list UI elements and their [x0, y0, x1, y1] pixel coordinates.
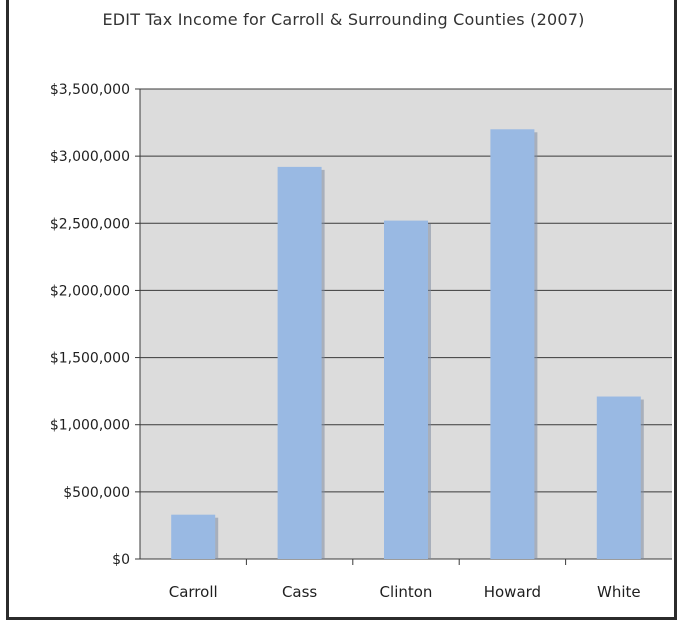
bar-white	[596, 396, 641, 559]
bar-carroll	[171, 514, 216, 559]
x-category-label: Clinton	[380, 583, 433, 601]
y-tick-label: $0	[112, 552, 130, 568]
x-category-label: Carroll	[169, 583, 218, 601]
bar-clinton	[384, 220, 428, 559]
y-tick-label: $1,000,000	[50, 418, 130, 434]
x-category-label: Howard	[484, 583, 541, 601]
y-tick-label: $3,000,000	[50, 149, 130, 165]
bar-cass	[277, 166, 322, 559]
y-tick-label: $500,000	[63, 485, 130, 501]
y-tick-label: $1,500,000	[50, 351, 130, 367]
x-category-label: Cass	[282, 583, 317, 601]
y-tick-label: $2,000,000	[50, 283, 130, 299]
chart-title: EDIT Tax Income for Carroll & Surroundin…	[102, 10, 585, 29]
bar-howard	[490, 129, 535, 560]
x-category-label: White	[597, 583, 641, 601]
y-tick-label: $2,500,000	[50, 216, 130, 232]
y-tick-label: $3,500,000	[50, 82, 130, 98]
